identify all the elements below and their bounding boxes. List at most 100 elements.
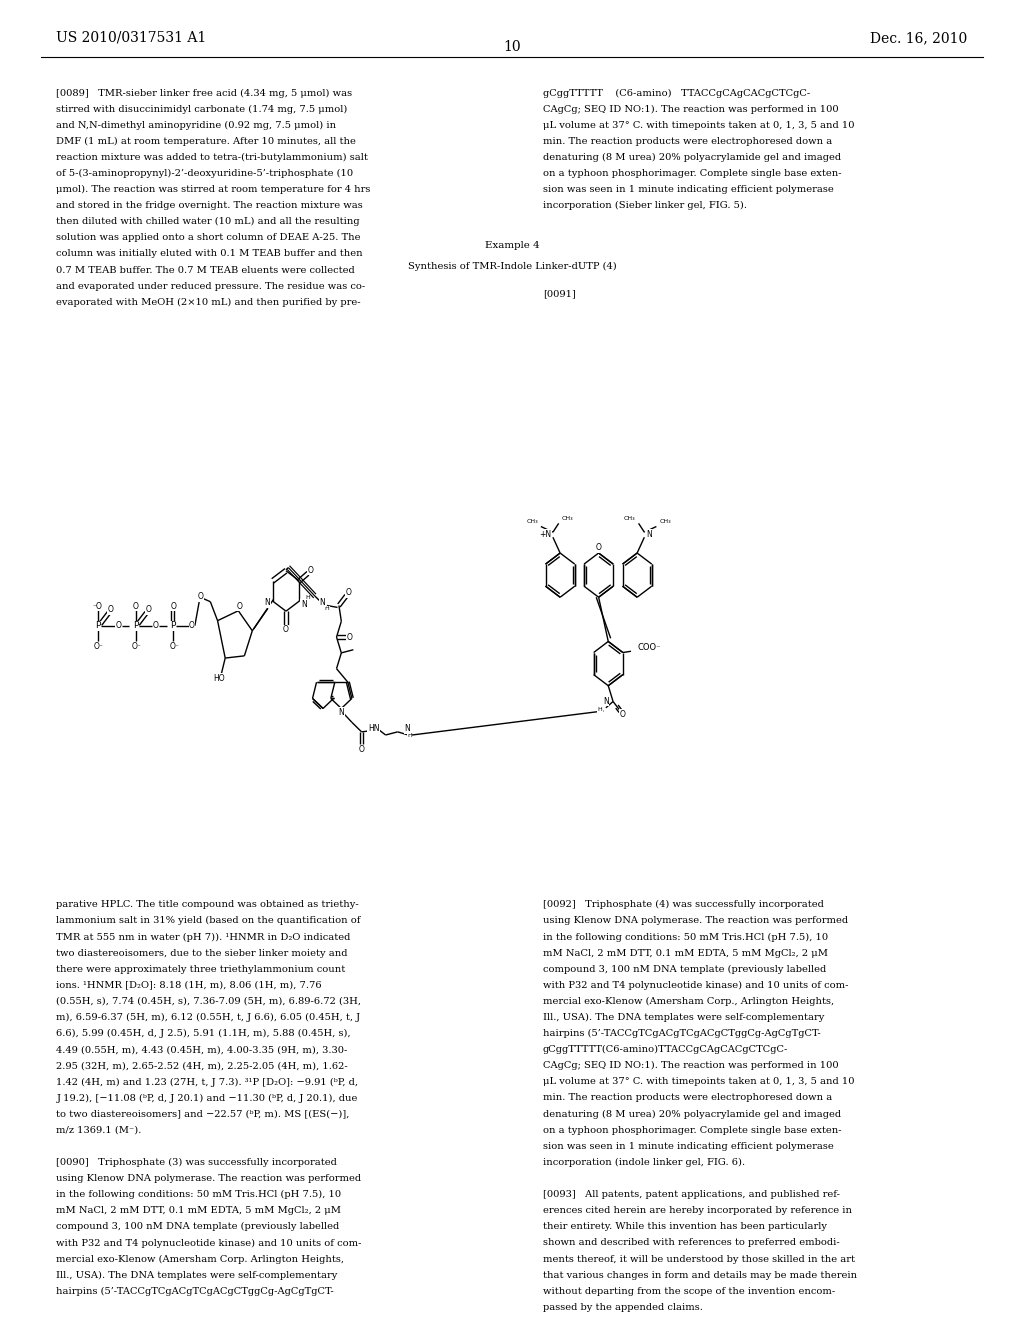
Text: US 2010/0317531 A1: US 2010/0317531 A1 [56, 30, 207, 45]
Text: in the following conditions: 50 mM Tris.HCl (pH 7.5), 10: in the following conditions: 50 mM Tris.… [56, 1191, 341, 1200]
Text: P: P [133, 622, 138, 630]
Text: HO: HO [213, 673, 224, 682]
Text: of 5-(3-aminopropynyl)-2’-deoxyuridine-5’-triphosphate (10: of 5-(3-aminopropynyl)-2’-deoxyuridine-5… [56, 169, 353, 178]
Text: stirred with disuccinimidyl carbonate (1.74 mg, 7.5 μmol): stirred with disuccinimidyl carbonate (1… [56, 104, 348, 114]
Text: CH₃: CH₃ [561, 516, 573, 521]
Text: without departing from the scope of the invention encom-: without departing from the scope of the … [543, 1287, 835, 1296]
Text: on a typhoon phosphorimager. Complete single base exten-: on a typhoon phosphorimager. Complete si… [543, 169, 842, 178]
Text: Dec. 16, 2010: Dec. 16, 2010 [870, 30, 968, 45]
Text: O: O [346, 589, 351, 598]
Text: mM NaCl, 2 mM DTT, 0.1 mM EDTA, 5 mM MgCl₂, 2 μM: mM NaCl, 2 mM DTT, 0.1 mM EDTA, 5 mM MgC… [56, 1206, 341, 1216]
Text: μL volume at 37° C. with timepoints taken at 0, 1, 3, 5 and 10: μL volume at 37° C. with timepoints take… [543, 1077, 854, 1086]
Text: there were approximately three triethylammonium count: there were approximately three triethyla… [56, 965, 345, 974]
Text: hairpins (5’-TACCgTCgACgTCgACgCTggCg-AgCgTgCT-: hairpins (5’-TACCgTCgACgTCgACgCTggCg-AgC… [56, 1287, 334, 1296]
Text: on a typhoon phosphorimager. Complete single base exten-: on a typhoon phosphorimager. Complete si… [543, 1126, 842, 1135]
Text: ments thereof, it will be understood by those skilled in the art: ments thereof, it will be understood by … [543, 1254, 855, 1263]
Text: N: N [646, 529, 651, 539]
Text: [0093]   All patents, patent applications, and published ref-: [0093] All patents, patent applications,… [543, 1191, 840, 1199]
Text: μL volume at 37° C. with timepoints taken at 0, 1, 3, 5 and 10: μL volume at 37° C. with timepoints take… [543, 120, 854, 129]
Text: (0.55H, s), 7.74 (0.45H, s), 7.36-7.09 (5H, m), 6.89-6.72 (3H,: (0.55H, s), 7.74 (0.45H, s), 7.36-7.09 (… [56, 997, 361, 1006]
Text: [0089]   TMR-sieber linker free acid (4.34 mg, 5 μmol) was: [0089] TMR-sieber linker free acid (4.34… [56, 88, 352, 98]
Text: O: O [198, 593, 204, 601]
Text: DMF (1 mL) at room temperature. After 10 minutes, all the: DMF (1 mL) at room temperature. After 10… [56, 137, 356, 147]
Text: H: H [325, 606, 330, 611]
Text: N: N [264, 598, 270, 607]
Text: erences cited herein are hereby incorporated by reference in: erences cited herein are hereby incorpor… [543, 1206, 852, 1216]
Text: 6.6), 5.99 (0.45H, d, J 2.5), 5.91 (1.1H, m), 5.88 (0.45H, s),: 6.6), 5.99 (0.45H, d, J 2.5), 5.91 (1.1H… [56, 1030, 351, 1039]
Text: 1.42 (4H, m) and 1.23 (27H, t, J 7.3). ³¹P [D₂O]: −9.91 (ᵇP, d,: 1.42 (4H, m) and 1.23 (27H, t, J 7.3). ³… [56, 1077, 358, 1086]
Text: N: N [301, 599, 306, 609]
Text: CH₃: CH₃ [526, 519, 538, 524]
Text: CAgCg; SEQ ID NO:1). The reaction was performed in 100: CAgCg; SEQ ID NO:1). The reaction was pe… [543, 1061, 839, 1071]
Text: 4.49 (0.55H, m), 4.43 (0.45H, m), 4.00-3.35 (9H, m), 3.30-: 4.49 (0.55H, m), 4.43 (0.45H, m), 4.00-3… [56, 1045, 348, 1055]
Text: μmol). The reaction was stirred at room temperature for 4 hrs: μmol). The reaction was stirred at room … [56, 185, 371, 194]
Text: O: O [346, 632, 352, 642]
Text: column was initially eluted with 0.1 M TEAB buffer and then: column was initially eluted with 0.1 M T… [56, 249, 362, 259]
Text: Ill., USA). The DNA templates were self-complementary: Ill., USA). The DNA templates were self-… [543, 1012, 824, 1022]
Text: with P32 and T4 polynucleotide kinase) and 10 units of com-: with P32 and T4 polynucleotide kinase) a… [56, 1238, 361, 1247]
Text: [0092]   Triphosphate (4) was successfully incorporated: [0092] Triphosphate (4) was successfully… [543, 900, 823, 909]
Text: O: O [170, 602, 176, 611]
Text: in the following conditions: 50 mM Tris.HCl (pH 7.5), 10: in the following conditions: 50 mM Tris.… [543, 932, 827, 941]
Text: O: O [189, 622, 195, 630]
Text: gCggTTTTT    (C6-amino)   TTACCgCAgCACgCTCgC-: gCggTTTTT (C6-amino) TTACCgCAgCACgCTCgC- [543, 88, 810, 98]
Text: HN: HN [368, 725, 379, 733]
Text: shown and described with references to preferred embodi-: shown and described with references to p… [543, 1238, 840, 1247]
Text: H: H [408, 733, 412, 738]
Text: N: N [404, 725, 411, 733]
Text: lammonium salt in 31% yield (based on the quantification of: lammonium salt in 31% yield (based on th… [56, 916, 360, 925]
Text: ⁻O: ⁻O [92, 602, 102, 611]
Text: two diastereoisomers, due to the sieber linker moiety and: two diastereoisomers, due to the sieber … [56, 949, 348, 957]
Text: their entirety. While this invention has been particularly: their entirety. While this invention has… [543, 1222, 826, 1232]
Text: min. The reaction products were electrophoresed down a: min. The reaction products were electrop… [543, 1093, 831, 1102]
Text: H: H [305, 595, 310, 601]
Text: N: N [319, 598, 326, 607]
Text: with P32 and T4 polynucleotide kinase) and 10 units of com-: with P32 and T4 polynucleotide kinase) a… [543, 981, 848, 990]
Text: 2.95 (32H, m), 2.65-2.52 (4H, m), 2.25-2.05 (4H, m), 1.62-: 2.95 (32H, m), 2.65-2.52 (4H, m), 2.25-2… [56, 1061, 348, 1071]
Text: solution was applied onto a short column of DEAE A-25. The: solution was applied onto a short column… [56, 234, 360, 243]
Text: H: H [598, 708, 602, 713]
Text: and stored in the fridge overnight. The reaction mixture was: and stored in the fridge overnight. The … [56, 201, 364, 210]
Text: O: O [283, 624, 289, 634]
Text: passed by the appended claims.: passed by the appended claims. [543, 1303, 702, 1312]
Text: and evaporated under reduced pressure. The residue was co-: and evaporated under reduced pressure. T… [56, 281, 366, 290]
Text: parative HPLC. The title compound was obtained as triethy-: parative HPLC. The title compound was ob… [56, 900, 359, 909]
Text: sion was seen in 1 minute indicating efficient polymerase: sion was seen in 1 minute indicating eff… [543, 1142, 834, 1151]
Text: O: O [116, 622, 121, 630]
Text: O: O [620, 710, 626, 718]
Text: that various changes in form and details may be made therein: that various changes in form and details… [543, 1271, 857, 1279]
Text: compound 3, 100 nM DNA template (previously labelled: compound 3, 100 nM DNA template (previou… [543, 965, 826, 974]
Text: Ill., USA). The DNA templates were self-complementary: Ill., USA). The DNA templates were self-… [56, 1271, 338, 1280]
Text: min. The reaction products were electrophoresed down a: min. The reaction products were electrop… [543, 137, 831, 145]
Text: incorporation (Sieber linker gel, FIG. 5).: incorporation (Sieber linker gel, FIG. 5… [543, 201, 746, 210]
Text: ions. ¹HNMR [D₂O]: 8.18 (1H, m), 8.06 (1H, m), 7.76: ions. ¹HNMR [D₂O]: 8.18 (1H, m), 8.06 (1… [56, 981, 322, 990]
Text: and N,N-dimethyl aminopyridine (0.92 mg, 7.5 μmol) in: and N,N-dimethyl aminopyridine (0.92 mg,… [56, 120, 337, 129]
Text: 0.7 M TEAB buffer. The 0.7 M TEAB eluents were collected: 0.7 M TEAB buffer. The 0.7 M TEAB eluent… [56, 265, 355, 275]
Text: N: N [339, 708, 344, 717]
Text: denaturing (8 M urea) 20% polyacrylamide gel and imaged: denaturing (8 M urea) 20% polyacrylamide… [543, 153, 841, 162]
Text: COO⁻: COO⁻ [637, 643, 660, 652]
Text: using Klenow DNA polymerase. The reaction was performed: using Klenow DNA polymerase. The reactio… [543, 916, 848, 925]
Text: TMR at 555 nm in water (pH 7)). ¹HNMR in D₂O indicated: TMR at 555 nm in water (pH 7)). ¹HNMR in… [56, 932, 350, 941]
Text: to two diastereoisomers] and −22.57 (ᵇP, m). MS [(ES(−)],: to two diastereoisomers] and −22.57 (ᵇP,… [56, 1110, 349, 1118]
Text: then diluted with chilled water (10 mL) and all the resulting: then diluted with chilled water (10 mL) … [56, 218, 360, 227]
Text: [0090]   Triphosphate (3) was successfully incorporated: [0090] Triphosphate (3) was successfully… [56, 1158, 337, 1167]
Text: m/z 1369.1 (M⁻).: m/z 1369.1 (M⁻). [56, 1126, 141, 1135]
Text: O: O [358, 744, 365, 754]
Text: O: O [133, 602, 138, 611]
Text: incorporation (indole linker gel, FIG. 6).: incorporation (indole linker gel, FIG. 6… [543, 1158, 744, 1167]
Text: O: O [153, 622, 159, 630]
Text: compound 3, 100 nM DNA template (previously labelled: compound 3, 100 nM DNA template (previou… [56, 1222, 340, 1232]
Text: Example 4: Example 4 [484, 242, 540, 251]
Text: mercial exo-Klenow (Amersham Corp., Arlington Heights,: mercial exo-Klenow (Amersham Corp., Arli… [543, 997, 834, 1006]
Text: [0091]: [0091] [543, 289, 575, 298]
Text: Synthesis of TMR-Indole Linker-dUTP (4): Synthesis of TMR-Indole Linker-dUTP (4) [408, 263, 616, 272]
Text: sion was seen in 1 minute indicating efficient polymerase: sion was seen in 1 minute indicating eff… [543, 185, 834, 194]
Text: evaporated with MeOH (2×10 mL) and then purified by pre-: evaporated with MeOH (2×10 mL) and then … [56, 298, 360, 308]
Text: +N: +N [540, 529, 552, 539]
Text: mercial exo-Klenow (Amersham Corp. Arlington Heights,: mercial exo-Klenow (Amersham Corp. Arlin… [56, 1254, 344, 1263]
Text: O: O [237, 602, 243, 611]
Text: reaction mixture was added to tetra-(tri-butylammonium) salt: reaction mixture was added to tetra-(tri… [56, 153, 369, 162]
Text: mM NaCl, 2 mM DTT, 0.1 mM EDTA, 5 mM MgCl₂, 2 μM: mM NaCl, 2 mM DTT, 0.1 mM EDTA, 5 mM MgC… [543, 949, 827, 957]
Text: O⁻: O⁻ [94, 642, 104, 651]
